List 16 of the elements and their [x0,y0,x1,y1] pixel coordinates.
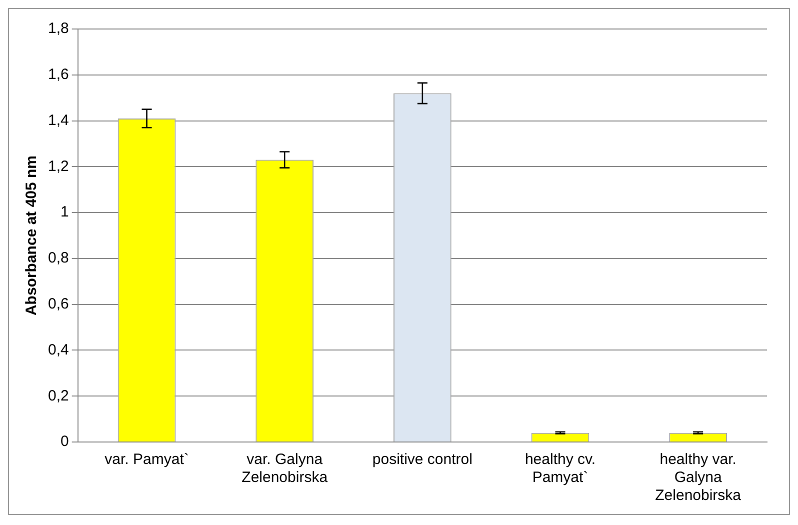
y-tick-label: 0,8 [48,250,69,267]
y-tick-label: 0 [60,433,69,450]
y-tick-label: 1,2 [48,158,69,175]
y-tick-label: 1 [60,204,69,221]
y-tick-label: 0,2 [48,387,69,404]
x-tick-label: var. Pamyat` [104,451,189,468]
y-axis-title: Absorbance at 405 nm [23,155,40,316]
y-tick-label: 0,4 [48,341,69,358]
x-tick-label: positive control [372,451,472,468]
y-tick-label: 1,4 [48,112,69,129]
x-tick-label: var. Galyna Zelenobirska [242,451,328,486]
y-tick-label: 0,6 [48,295,69,312]
y-tick-label: 1,8 [48,20,69,38]
y-tick-label: 1,6 [48,66,69,84]
x-tick-label: healthy cv. Pamyat` [524,451,596,486]
x-tick-label: healthy var. Galyna Zelenobirska [655,451,742,504]
